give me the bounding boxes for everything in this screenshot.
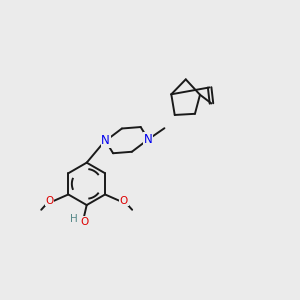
Text: O: O bbox=[120, 196, 128, 206]
Text: O: O bbox=[80, 217, 88, 226]
Text: N: N bbox=[101, 134, 110, 147]
Text: H: H bbox=[70, 214, 78, 224]
Text: O: O bbox=[45, 196, 54, 206]
Text: N: N bbox=[144, 133, 153, 146]
